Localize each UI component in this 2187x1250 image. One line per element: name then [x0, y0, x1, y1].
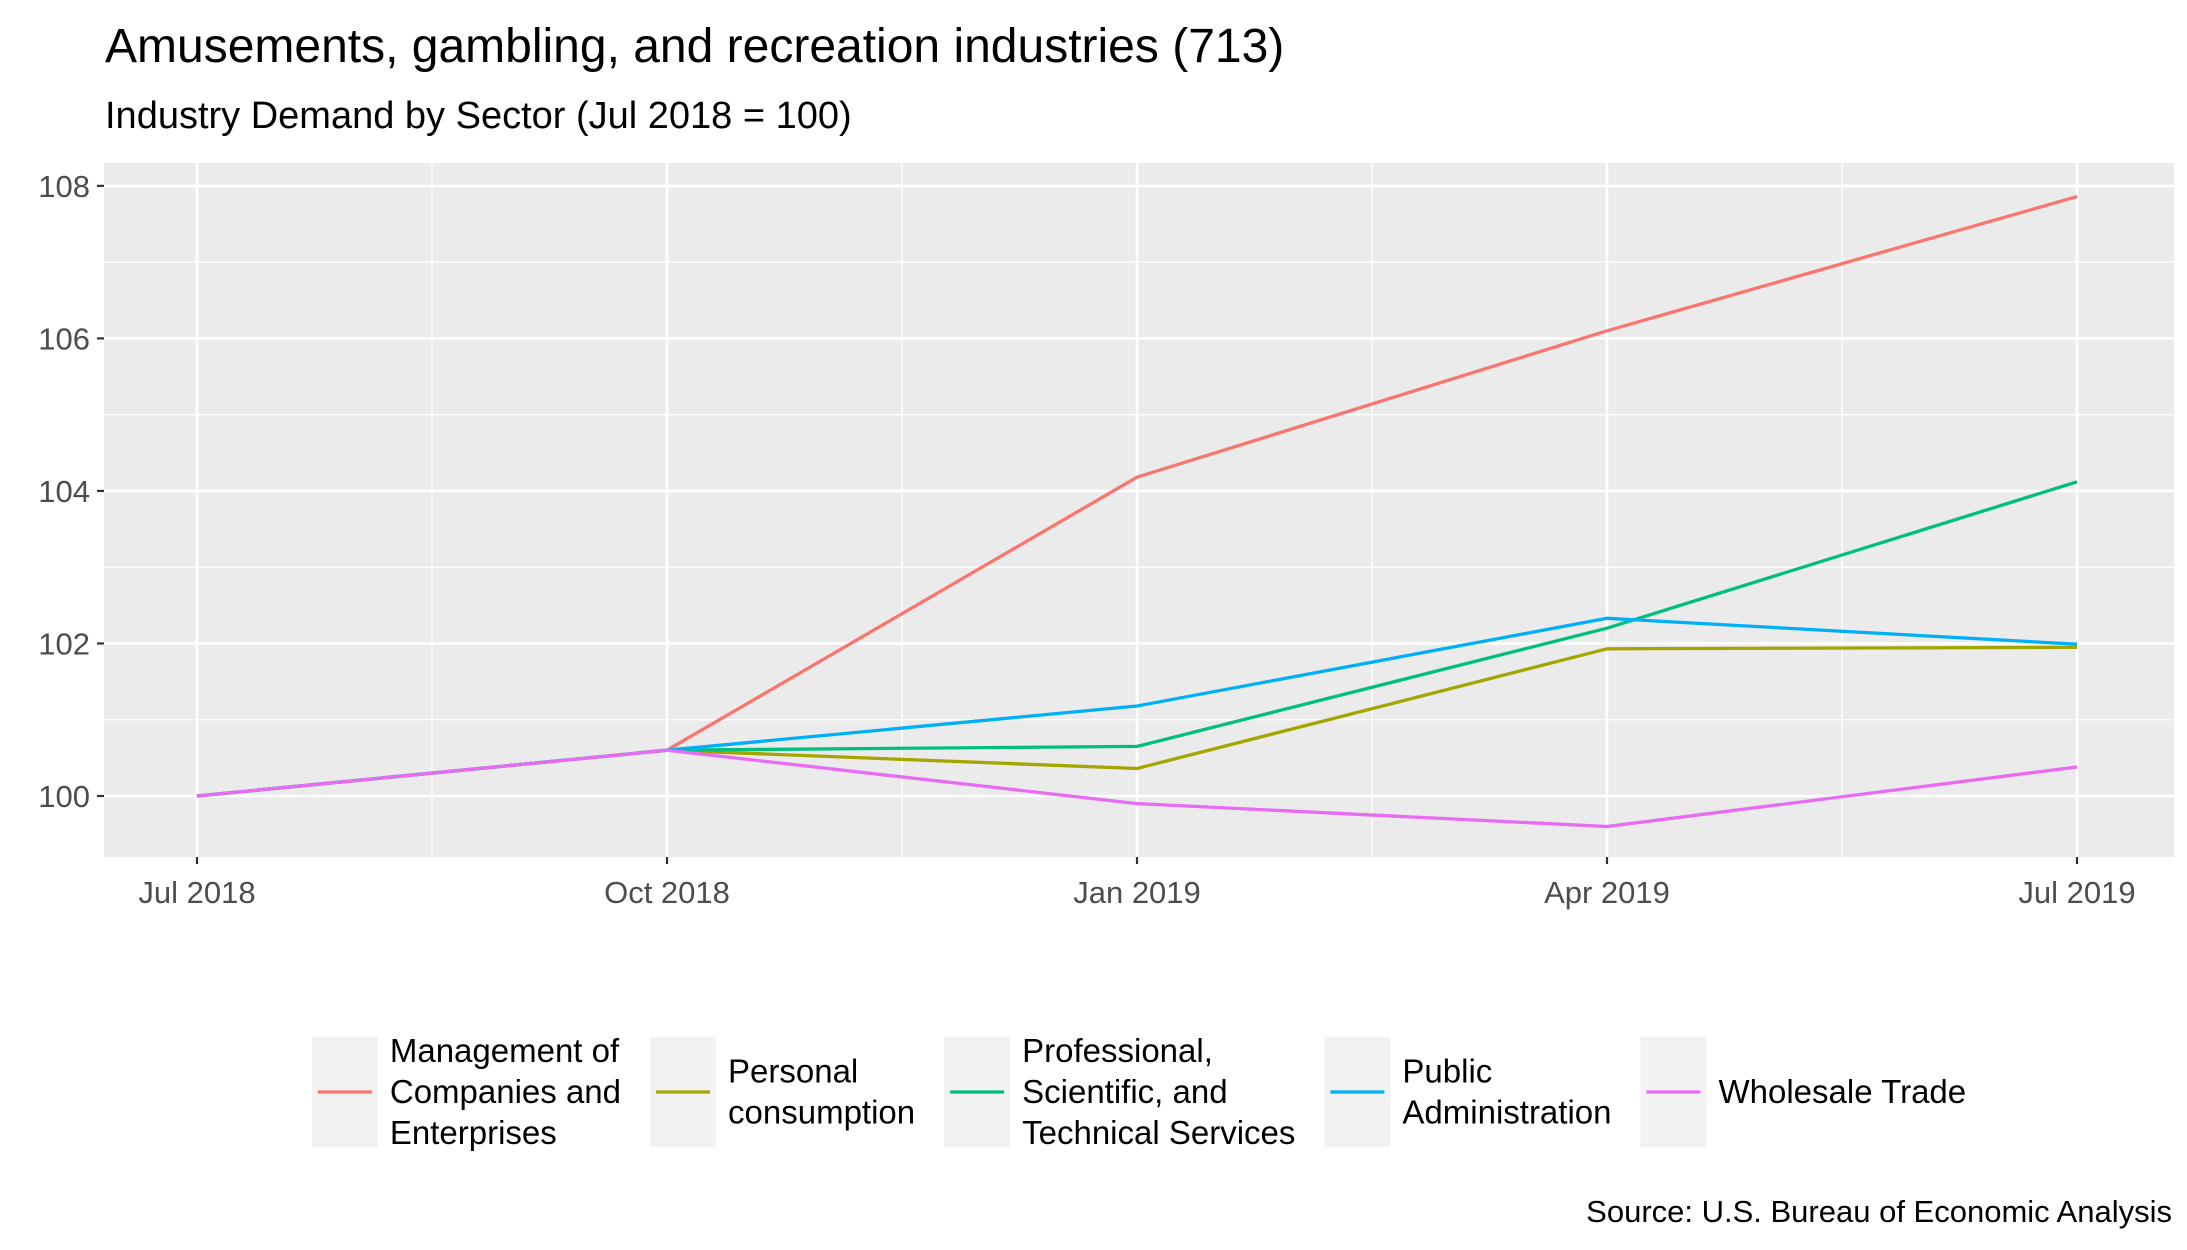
legend-label: Professional, [1022, 1032, 1213, 1069]
y-tick-label: 106 [38, 321, 90, 356]
legend-label: Personal [728, 1053, 858, 1090]
legend-label: Enterprises [390, 1114, 557, 1151]
legend-item: Personal consumption [650, 1037, 915, 1147]
plot-panel [104, 163, 2174, 857]
legend-item: Management of Companies and Enterprises [311, 1032, 621, 1151]
y-tick-label: 100 [38, 779, 90, 814]
y-tick-label: 108 [38, 169, 90, 204]
legend-label: Scientific, and [1022, 1073, 1227, 1110]
series-lines [196, 195, 2078, 829]
y-axis: 100 102 104 106 108 [38, 169, 104, 814]
legend-label: Technical Services [1022, 1114, 1295, 1151]
legend: Management of Companies and Enterprises Per… [311, 1032, 1967, 1151]
x-tick-label: Apr 2019 [1544, 875, 1670, 910]
legend-label: Administration [1402, 1094, 1611, 1131]
legend-item: Wholesale Trade [1640, 1037, 1967, 1147]
x-tick-label: Jul 2019 [2018, 875, 2135, 910]
x-tick-label: Oct 2018 [604, 875, 730, 910]
legend-label: Public [1402, 1053, 1492, 1090]
y-tick-label: 104 [38, 474, 90, 509]
minor-gridlines [104, 163, 2174, 857]
y-tick-label: 102 [38, 626, 90, 661]
legend-item: Professional, Scientific, and Technical Se… [944, 1032, 1295, 1151]
x-tick-label: Jul 2018 [138, 875, 255, 910]
legend-label: consumption [728, 1094, 915, 1131]
legend-label: Wholesale Trade [1719, 1073, 1967, 1110]
series-line [196, 748, 2078, 829]
major-gridlines [104, 163, 2174, 857]
x-axis: Jul 2018 Oct 2018 Jan 2019 Apr 2019 Jul 2019 [138, 857, 2136, 910]
chart-subtitle: Industry Demand by Sector (Jul 2018 = 10… [105, 95, 852, 137]
x-tick-label: Jan 2019 [1073, 875, 1201, 910]
legend-item: Public Administration [1324, 1037, 1612, 1147]
chart-caption: Source: U.S. Bureau of Economic Analysis [1586, 1194, 2172, 1229]
chart-title: Amusements, gambling, and recreation ind… [105, 20, 1284, 73]
legend-label: Companies and [390, 1073, 621, 1110]
legend-label: Management of [390, 1032, 620, 1069]
